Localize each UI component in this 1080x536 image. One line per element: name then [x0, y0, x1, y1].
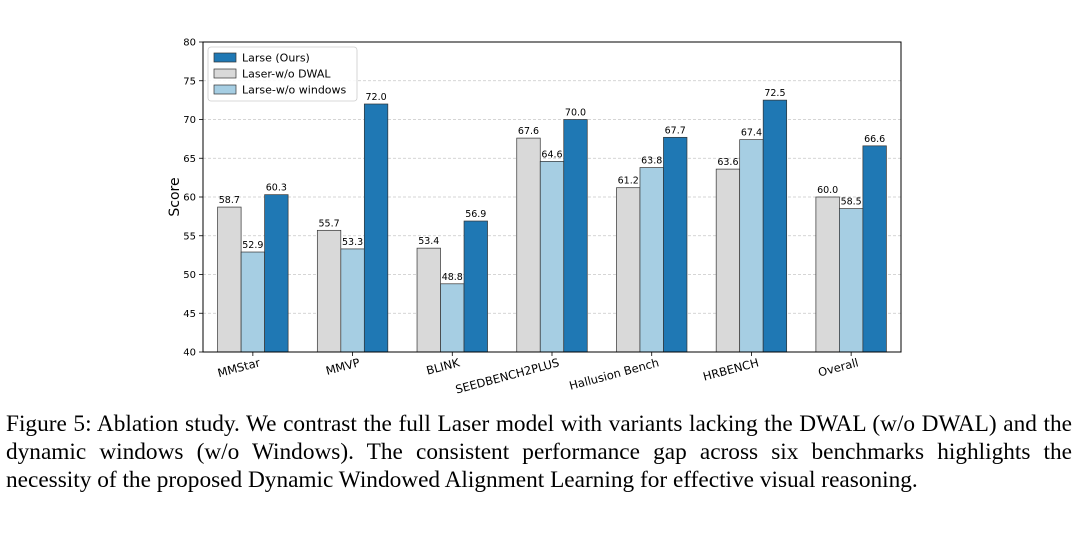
y-axis-label: Score	[167, 177, 183, 216]
bar-value-label: 58.5	[841, 197, 862, 208]
bar-value-label: 72.0	[365, 92, 386, 103]
bar	[639, 167, 664, 353]
bar	[516, 137, 541, 353]
bar-value-label: 67.7	[665, 125, 686, 136]
bar	[240, 251, 265, 353]
bar-value-label: 66.6	[864, 134, 885, 145]
x-tick-label: MMStar	[216, 355, 262, 380]
bar	[416, 247, 441, 353]
y-tick-label: 80	[183, 38, 196, 49]
legend: Larse (Ours) Laser-w/o DWAL Larse-w/o wind…	[207, 46, 358, 102]
bar-value-label: 67.4	[741, 128, 762, 139]
figure-caption: Figure 5: Ablation study. We contrast th…	[6, 410, 1072, 494]
legend-box	[207, 46, 358, 102]
bar	[862, 145, 887, 353]
bar	[539, 161, 565, 353]
figure-caption-label: Figure 5:	[6, 411, 92, 437]
bar-value-label: 53.3	[342, 237, 363, 248]
bar	[715, 168, 741, 353]
x-tick-label: BLINK	[425, 355, 462, 377]
ablation-chart: 40 45 50 55 60 65 70 75 80 MMStar MMVP BLINK SEEDBE…	[167, 38, 902, 397]
legend-swatch	[213, 84, 237, 95]
y-tick-label: 75	[183, 76, 196, 87]
bars	[217, 99, 887, 353]
bar-value-label: 67.6	[518, 126, 539, 137]
y-tick-label: 65	[183, 154, 196, 165]
y-tick-label: 45	[183, 309, 196, 320]
bar	[264, 194, 289, 353]
bar	[815, 196, 840, 353]
legend-entry: Larse (Ours)	[242, 52, 310, 65]
x-tick-label: Overall	[817, 355, 860, 379]
bar	[762, 99, 788, 353]
bar-value-label: 58.7	[219, 195, 240, 206]
bar-value-labels: 58.7 52.9 60.3 55.753.3 72.0 53.4 48.8 56.9 67.6…	[219, 88, 885, 283]
bar	[363, 103, 389, 353]
bar	[839, 208, 864, 353]
legend-swatch	[213, 52, 237, 63]
y-tick-label: 70	[183, 115, 196, 126]
bar-value-label: 63.8	[641, 156, 662, 167]
bar-value-label: 64.6	[541, 149, 562, 160]
bar	[663, 136, 688, 353]
bar	[316, 229, 342, 353]
legend-entry: Laser-w/o DWAL	[242, 68, 331, 81]
y-tick-label: 40	[183, 348, 196, 359]
chart-svg: 40 45 50 55 60 65 70 75 80 MMStar MMVP BLINKSEEDBE…	[167, 38, 902, 397]
bar	[616, 187, 641, 353]
bar	[440, 283, 465, 353]
bar-value-label: 55.7	[318, 218, 339, 229]
x-tick-label: SEEDBENCH2PLUS	[454, 355, 561, 396]
y-tick-label: 50	[183, 270, 196, 281]
bar	[340, 248, 365, 353]
bar	[217, 206, 242, 353]
x-tick-label: MMVP	[324, 355, 361, 378]
bar-value-label: 72.5	[764, 88, 785, 99]
y-axis-ticks: 40 45 50 55 60 65 70 75 80	[183, 38, 203, 359]
y-tick-label: 55	[183, 231, 196, 242]
bar	[463, 220, 488, 353]
bar-value-label: 60.3	[266, 183, 287, 194]
legend-swatch	[213, 68, 237, 79]
bar	[739, 139, 764, 353]
x-tick-label: Hallusion Bench	[568, 355, 661, 392]
x-tick-label: HRBENCH	[701, 355, 760, 383]
bar-value-label: 56.9	[465, 209, 486, 220]
bar-value-label: 70.0	[565, 108, 586, 119]
bar-value-label: 52.9	[242, 240, 263, 251]
bar-value-label: 48.8	[442, 272, 463, 283]
bar-value-label: 63.6	[717, 157, 738, 168]
figure-caption-text: Ablation study. We contrast the full Las…	[6, 411, 1072, 493]
bar-value-label: 53.4	[418, 236, 439, 247]
bar-value-label: 61.2	[618, 176, 639, 187]
y-tick-label: 60	[183, 193, 196, 204]
legend-entry: Larse-w/o windows	[242, 84, 347, 97]
bar	[563, 119, 588, 353]
bar-value-label: 60.0	[817, 185, 838, 196]
